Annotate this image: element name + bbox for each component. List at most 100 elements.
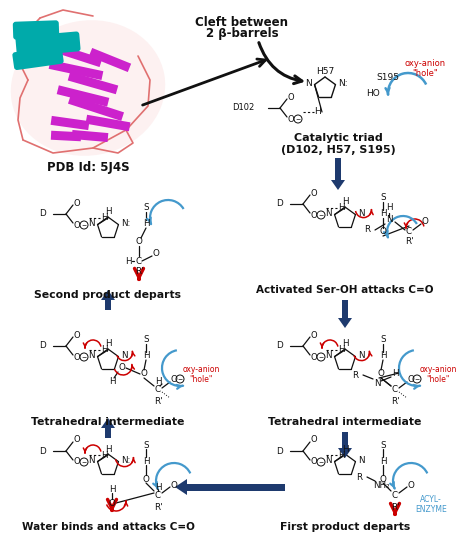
Text: S: S (143, 203, 149, 213)
Text: −: − (319, 212, 324, 217)
Text: O: O (73, 330, 80, 340)
Text: H: H (380, 209, 386, 218)
Text: O: O (408, 481, 414, 490)
Text: Catalytic triad: Catalytic triad (293, 133, 383, 143)
Text: NH₂: NH₂ (373, 481, 389, 490)
Text: oxy-anion: oxy-anion (182, 365, 219, 374)
Text: H: H (342, 444, 348, 453)
Text: N: N (88, 456, 94, 465)
Text: ACYL-: ACYL- (420, 495, 442, 504)
Text: O: O (380, 475, 386, 483)
Text: S195: S195 (376, 74, 399, 82)
Text: H: H (125, 257, 131, 266)
Text: C: C (392, 385, 398, 394)
Bar (51, 131, 81, 141)
Text: H: H (109, 378, 115, 387)
Bar (58, 45, 102, 67)
Text: "hole": "hole" (412, 70, 438, 79)
FancyBboxPatch shape (13, 20, 59, 40)
Text: O: O (310, 330, 317, 340)
Text: O: O (73, 457, 80, 467)
Text: O: O (136, 237, 143, 247)
Text: First product departs: First product departs (280, 522, 410, 532)
Text: O: O (171, 481, 177, 490)
Bar (68, 95, 124, 121)
Bar (105, 428, 111, 438)
Text: O: O (408, 374, 414, 384)
Text: O: O (171, 374, 177, 384)
Text: O: O (109, 499, 116, 507)
Text: −: − (319, 459, 324, 464)
Text: H: H (337, 203, 344, 213)
Text: N:: N: (338, 79, 348, 88)
Text: N: N (325, 456, 331, 465)
Text: N:: N: (121, 456, 131, 465)
Text: D: D (276, 341, 283, 350)
Text: C: C (392, 491, 398, 500)
Bar (342, 432, 348, 448)
Text: Tetrahedral intermediate: Tetrahedral intermediate (31, 417, 185, 427)
Text: N: N (325, 351, 331, 360)
Text: O: O (73, 353, 80, 361)
Text: R: R (356, 472, 362, 481)
Text: N: N (121, 351, 128, 360)
Text: Tetrahedral intermediate: Tetrahedral intermediate (268, 417, 422, 427)
Text: D: D (276, 199, 283, 208)
Text: H: H (105, 444, 111, 453)
Text: 2 β-barrels: 2 β-barrels (206, 27, 278, 41)
Text: H: H (342, 340, 348, 349)
Text: R': R' (154, 398, 162, 407)
Text: N: N (358, 209, 365, 218)
Text: S: S (380, 193, 386, 203)
Bar (49, 60, 103, 80)
Text: Water binds and attacks C=O: Water binds and attacks C=O (21, 522, 194, 532)
Text: R': R' (391, 502, 399, 511)
Text: D: D (276, 447, 283, 456)
Polygon shape (338, 448, 352, 458)
Polygon shape (101, 290, 115, 300)
Text: H: H (105, 208, 111, 217)
Text: N: N (358, 456, 365, 465)
Text: R: R (364, 226, 370, 234)
Text: O: O (73, 198, 80, 208)
Text: N: N (374, 379, 380, 388)
Bar (342, 300, 348, 318)
Text: R': R' (154, 502, 162, 511)
Text: S: S (143, 335, 149, 344)
Bar (335, 158, 341, 180)
Text: −: − (414, 376, 419, 381)
Text: H: H (100, 345, 107, 354)
Text: H: H (143, 457, 149, 466)
Text: O: O (73, 221, 80, 229)
Text: Activated Ser-OH attacks C=O: Activated Ser-OH attacks C=O (256, 285, 434, 295)
Text: H: H (337, 345, 344, 354)
Bar (105, 300, 111, 310)
Text: O: O (143, 475, 149, 483)
Text: O: O (310, 457, 317, 467)
Text: N: N (325, 209, 331, 218)
Text: H: H (155, 482, 161, 491)
Text: −: − (177, 376, 182, 381)
Text: −: − (82, 222, 87, 227)
Polygon shape (331, 180, 345, 190)
Text: C: C (406, 227, 412, 237)
Bar (68, 72, 118, 94)
Text: −: − (82, 354, 87, 359)
Text: H: H (143, 219, 149, 228)
Text: O: O (421, 217, 428, 227)
Text: H: H (100, 451, 107, 460)
Text: ENZYME: ENZYME (415, 505, 447, 514)
Text: H: H (386, 203, 392, 213)
Text: H: H (337, 451, 344, 460)
Ellipse shape (11, 20, 165, 156)
Text: H57: H57 (316, 66, 334, 76)
Text: D: D (39, 447, 46, 456)
Text: (D102, H57, S195): (D102, H57, S195) (281, 145, 395, 155)
Text: O: O (73, 436, 80, 444)
Text: PDB Id: 5J4S: PDB Id: 5J4S (46, 162, 129, 174)
Text: S: S (380, 441, 386, 449)
FancyBboxPatch shape (12, 46, 64, 70)
Bar (72, 130, 109, 142)
Text: H: H (143, 351, 149, 360)
Text: O: O (310, 211, 317, 219)
